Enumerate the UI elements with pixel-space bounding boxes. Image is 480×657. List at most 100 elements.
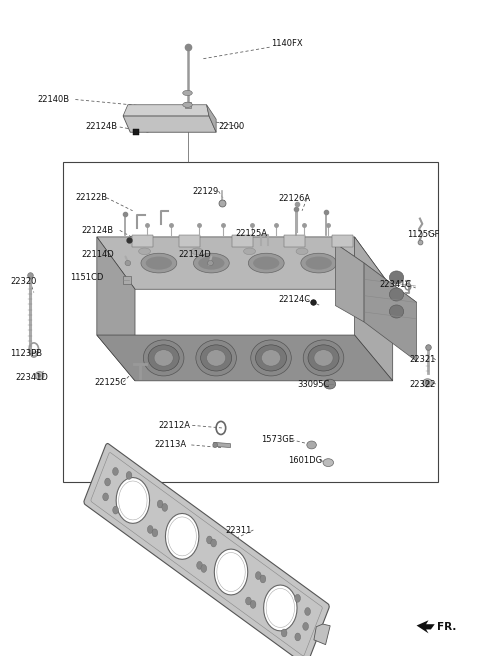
Ellipse shape <box>154 350 173 366</box>
Ellipse shape <box>246 597 252 605</box>
Ellipse shape <box>113 506 119 514</box>
Bar <box>63 162 438 482</box>
Ellipse shape <box>305 608 311 616</box>
Text: 22124B: 22124B <box>85 122 117 131</box>
Polygon shape <box>355 237 393 381</box>
Text: 22114D: 22114D <box>178 250 211 259</box>
Ellipse shape <box>196 340 237 376</box>
Polygon shape <box>97 237 135 381</box>
Ellipse shape <box>152 529 158 537</box>
Ellipse shape <box>206 350 226 366</box>
Ellipse shape <box>198 256 225 269</box>
Polygon shape <box>332 235 353 247</box>
Text: 22311: 22311 <box>226 526 252 535</box>
Ellipse shape <box>281 629 287 637</box>
Text: 22341D: 22341D <box>16 373 48 382</box>
Text: 1125GF: 1125GF <box>407 231 439 239</box>
Text: 22322: 22322 <box>409 380 436 388</box>
Polygon shape <box>336 244 417 302</box>
Text: 22126A: 22126A <box>278 194 310 204</box>
Text: 1151CD: 1151CD <box>71 273 104 282</box>
Ellipse shape <box>141 253 177 273</box>
Ellipse shape <box>324 379 336 389</box>
Ellipse shape <box>423 379 432 387</box>
Ellipse shape <box>255 572 261 579</box>
Text: 22114D: 22114D <box>82 250 114 259</box>
Ellipse shape <box>389 305 404 318</box>
Ellipse shape <box>213 442 217 447</box>
Ellipse shape <box>260 575 266 583</box>
Ellipse shape <box>103 493 108 501</box>
Ellipse shape <box>215 549 248 595</box>
Polygon shape <box>314 624 330 645</box>
Polygon shape <box>97 237 393 289</box>
Ellipse shape <box>307 441 316 449</box>
Ellipse shape <box>296 248 308 254</box>
Ellipse shape <box>105 478 110 486</box>
Ellipse shape <box>295 595 300 602</box>
Text: 22124B: 22124B <box>82 226 114 235</box>
Ellipse shape <box>116 478 150 524</box>
Ellipse shape <box>308 345 339 371</box>
Ellipse shape <box>389 271 404 284</box>
Ellipse shape <box>314 350 333 366</box>
Ellipse shape <box>425 381 430 385</box>
Text: 22321: 22321 <box>409 355 436 365</box>
Text: 1123PB: 1123PB <box>10 349 42 358</box>
Polygon shape <box>206 104 216 132</box>
Ellipse shape <box>248 253 284 273</box>
Polygon shape <box>364 263 417 361</box>
Ellipse shape <box>183 102 192 107</box>
Ellipse shape <box>162 503 168 511</box>
Ellipse shape <box>250 600 256 608</box>
Polygon shape <box>180 235 200 247</box>
Ellipse shape <box>262 350 281 366</box>
Text: 22100: 22100 <box>218 122 245 131</box>
Polygon shape <box>132 235 153 247</box>
Ellipse shape <box>201 564 206 572</box>
Ellipse shape <box>144 340 184 376</box>
Polygon shape <box>97 335 393 381</box>
Ellipse shape <box>197 562 203 570</box>
Polygon shape <box>123 276 131 284</box>
Ellipse shape <box>146 256 172 269</box>
Text: 22129: 22129 <box>192 187 218 196</box>
Ellipse shape <box>126 472 132 480</box>
Text: 22113A: 22113A <box>154 440 186 449</box>
Ellipse shape <box>295 633 300 641</box>
Ellipse shape <box>139 248 151 254</box>
Ellipse shape <box>191 248 203 254</box>
Polygon shape <box>417 620 435 633</box>
Ellipse shape <box>251 340 291 376</box>
Ellipse shape <box>157 500 163 508</box>
Text: 22125C: 22125C <box>95 378 127 387</box>
Polygon shape <box>232 235 253 247</box>
Ellipse shape <box>183 91 192 96</box>
Ellipse shape <box>255 345 287 371</box>
Polygon shape <box>336 244 364 322</box>
Ellipse shape <box>37 374 41 378</box>
Text: 22124C: 22124C <box>278 294 310 304</box>
Text: FR.: FR. <box>437 622 456 632</box>
Ellipse shape <box>125 260 131 265</box>
Text: 22112A: 22112A <box>159 421 191 430</box>
Ellipse shape <box>207 260 213 265</box>
Text: 33095C: 33095C <box>297 380 330 388</box>
FancyBboxPatch shape <box>84 443 329 657</box>
Text: 1140FX: 1140FX <box>271 39 303 49</box>
Ellipse shape <box>206 536 212 544</box>
Ellipse shape <box>211 539 216 547</box>
Ellipse shape <box>306 256 332 269</box>
Ellipse shape <box>113 468 118 476</box>
Ellipse shape <box>243 248 255 254</box>
Ellipse shape <box>303 622 309 630</box>
Ellipse shape <box>147 526 153 533</box>
Text: 1573GE: 1573GE <box>262 435 294 444</box>
Polygon shape <box>123 116 216 132</box>
Text: 1601DG: 1601DG <box>288 456 322 465</box>
Ellipse shape <box>166 514 199 559</box>
Polygon shape <box>123 104 209 116</box>
Ellipse shape <box>253 256 279 269</box>
Ellipse shape <box>35 372 44 380</box>
Ellipse shape <box>323 459 334 466</box>
